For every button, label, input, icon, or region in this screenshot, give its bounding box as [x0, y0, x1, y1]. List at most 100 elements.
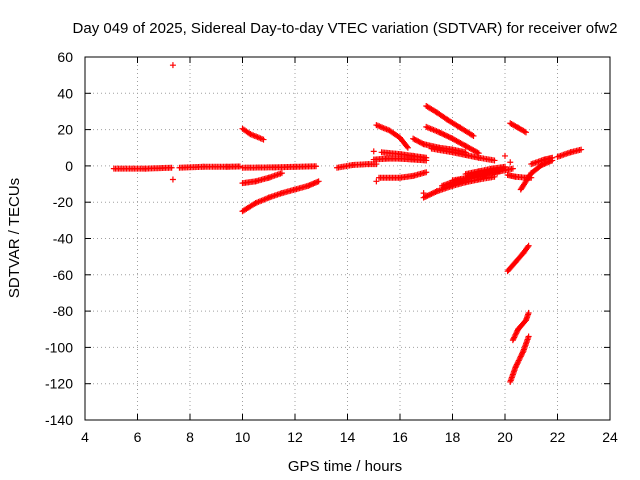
- track-data-point: [420, 194, 427, 201]
- track-data-point: [444, 133, 451, 140]
- x-tick-label: 14: [340, 429, 356, 445]
- y-axis-tick-labels: 60 40 20 0 -20 -40 -60 -80 -100 -120 -140: [45, 49, 73, 428]
- track-data-point: [411, 136, 418, 143]
- y-tick-label: 60: [57, 49, 73, 65]
- y-tick-label: -140: [45, 412, 73, 428]
- isolated-data-point: [507, 159, 514, 166]
- track-data-point: [509, 165, 516, 172]
- track-data-point: [513, 361, 520, 368]
- track-data-point: [511, 333, 518, 340]
- track-data-point: [514, 360, 521, 367]
- track-data-point: [168, 164, 175, 171]
- isolated-data-point: [169, 176, 176, 183]
- track-data-point: [525, 309, 532, 316]
- y-axis-title: SDTVAR / TECUs: [6, 178, 23, 298]
- track-data-point: [512, 364, 519, 371]
- track-data-point: [509, 337, 516, 344]
- x-axis-title: GPS time / hours: [288, 458, 402, 475]
- track-data-point: [423, 193, 430, 200]
- track-data-point: [512, 331, 519, 338]
- track-data-point: [260, 136, 267, 143]
- y-tick-label: 20: [57, 122, 73, 138]
- track-data-point: [518, 352, 525, 359]
- track-data-point: [519, 349, 526, 356]
- track-data-point: [442, 132, 449, 139]
- x-tick-label: 22: [550, 429, 566, 445]
- track-data-point: [418, 139, 424, 146]
- x-tick-label: 10: [235, 429, 251, 445]
- track-data-point: [523, 129, 529, 136]
- y-tick-label: 0: [65, 158, 73, 174]
- track-data-point: [315, 178, 322, 185]
- track-data-point: [446, 134, 453, 141]
- track-data-point: [423, 169, 430, 176]
- track-data-point: [415, 138, 422, 145]
- track-data-point: [525, 242, 532, 249]
- y-tick-label: 40: [57, 85, 73, 101]
- track-data-point: [519, 350, 526, 357]
- track-data-point: [516, 356, 523, 363]
- track-data-point: [549, 154, 556, 161]
- isolated-data-point: [502, 152, 508, 159]
- track-data-point: [515, 358, 522, 365]
- track-data-point: [428, 190, 435, 197]
- track-data-point: [469, 132, 476, 139]
- data-points: [110, 62, 585, 385]
- x-tick-label: 8: [186, 429, 194, 445]
- track-data-point: [517, 353, 524, 360]
- track-data-point: [525, 333, 532, 340]
- track-data-point: [416, 139, 423, 146]
- track-data-point: [441, 131, 448, 138]
- track-data-point: [425, 192, 432, 199]
- plot-frame: [84, 56, 611, 421]
- track-data-point: [412, 137, 419, 144]
- track-data-point: [440, 131, 447, 138]
- y-tick-label: -20: [53, 194, 73, 210]
- track-data-point: [578, 146, 585, 153]
- track-data-point: [521, 128, 528, 135]
- x-tick-label: 16: [392, 429, 408, 445]
- isolated-data-point: [169, 62, 176, 69]
- track-data-point: [511, 334, 518, 341]
- track-data-point: [424, 192, 431, 199]
- track-data-point: [421, 194, 428, 201]
- track-data-point: [502, 163, 508, 170]
- track-data-point: [515, 357, 522, 364]
- x-tick-label: 4: [81, 429, 89, 445]
- track-data-point: [510, 335, 517, 342]
- track-data-point: [445, 133, 452, 140]
- x-tick-label: 18: [445, 429, 461, 445]
- track-data-point: [470, 132, 477, 139]
- grid-lines: [85, 57, 610, 420]
- track-data-point: [419, 140, 426, 147]
- track-data-point: [427, 191, 434, 198]
- track-data-point: [410, 135, 417, 142]
- isolated-data-point: [370, 148, 377, 155]
- x-tick-label: 24: [602, 429, 618, 445]
- track-data-point: [439, 130, 445, 137]
- x-tick-label: 20: [497, 429, 513, 445]
- track-data-point: [517, 354, 524, 361]
- track-data-point: [429, 190, 436, 197]
- track-data-point: [313, 163, 319, 170]
- track-data-point: [404, 144, 411, 151]
- track-data-point: [437, 129, 444, 136]
- track-data-point: [403, 143, 410, 150]
- track-data-point: [448, 135, 455, 142]
- x-tick-label: 6: [134, 429, 142, 445]
- track-data-point: [432, 188, 439, 195]
- track-data-point: [414, 137, 421, 144]
- track-data-point: [524, 243, 531, 250]
- track-data-point: [491, 157, 498, 164]
- y-tick-label: -40: [53, 231, 73, 247]
- track-data-point: [431, 189, 438, 196]
- y-tick-label: -100: [45, 339, 73, 355]
- y-tick-label: -120: [45, 376, 73, 392]
- track-data-point: [513, 330, 520, 337]
- track-data-point: [423, 154, 430, 161]
- track-data-point: [513, 328, 520, 335]
- track-data-point: [278, 170, 285, 177]
- x-axis-tick-labels: 4 6 8 10 12 14 16 18 20 22 24: [81, 429, 618, 445]
- track-data-point: [236, 163, 243, 170]
